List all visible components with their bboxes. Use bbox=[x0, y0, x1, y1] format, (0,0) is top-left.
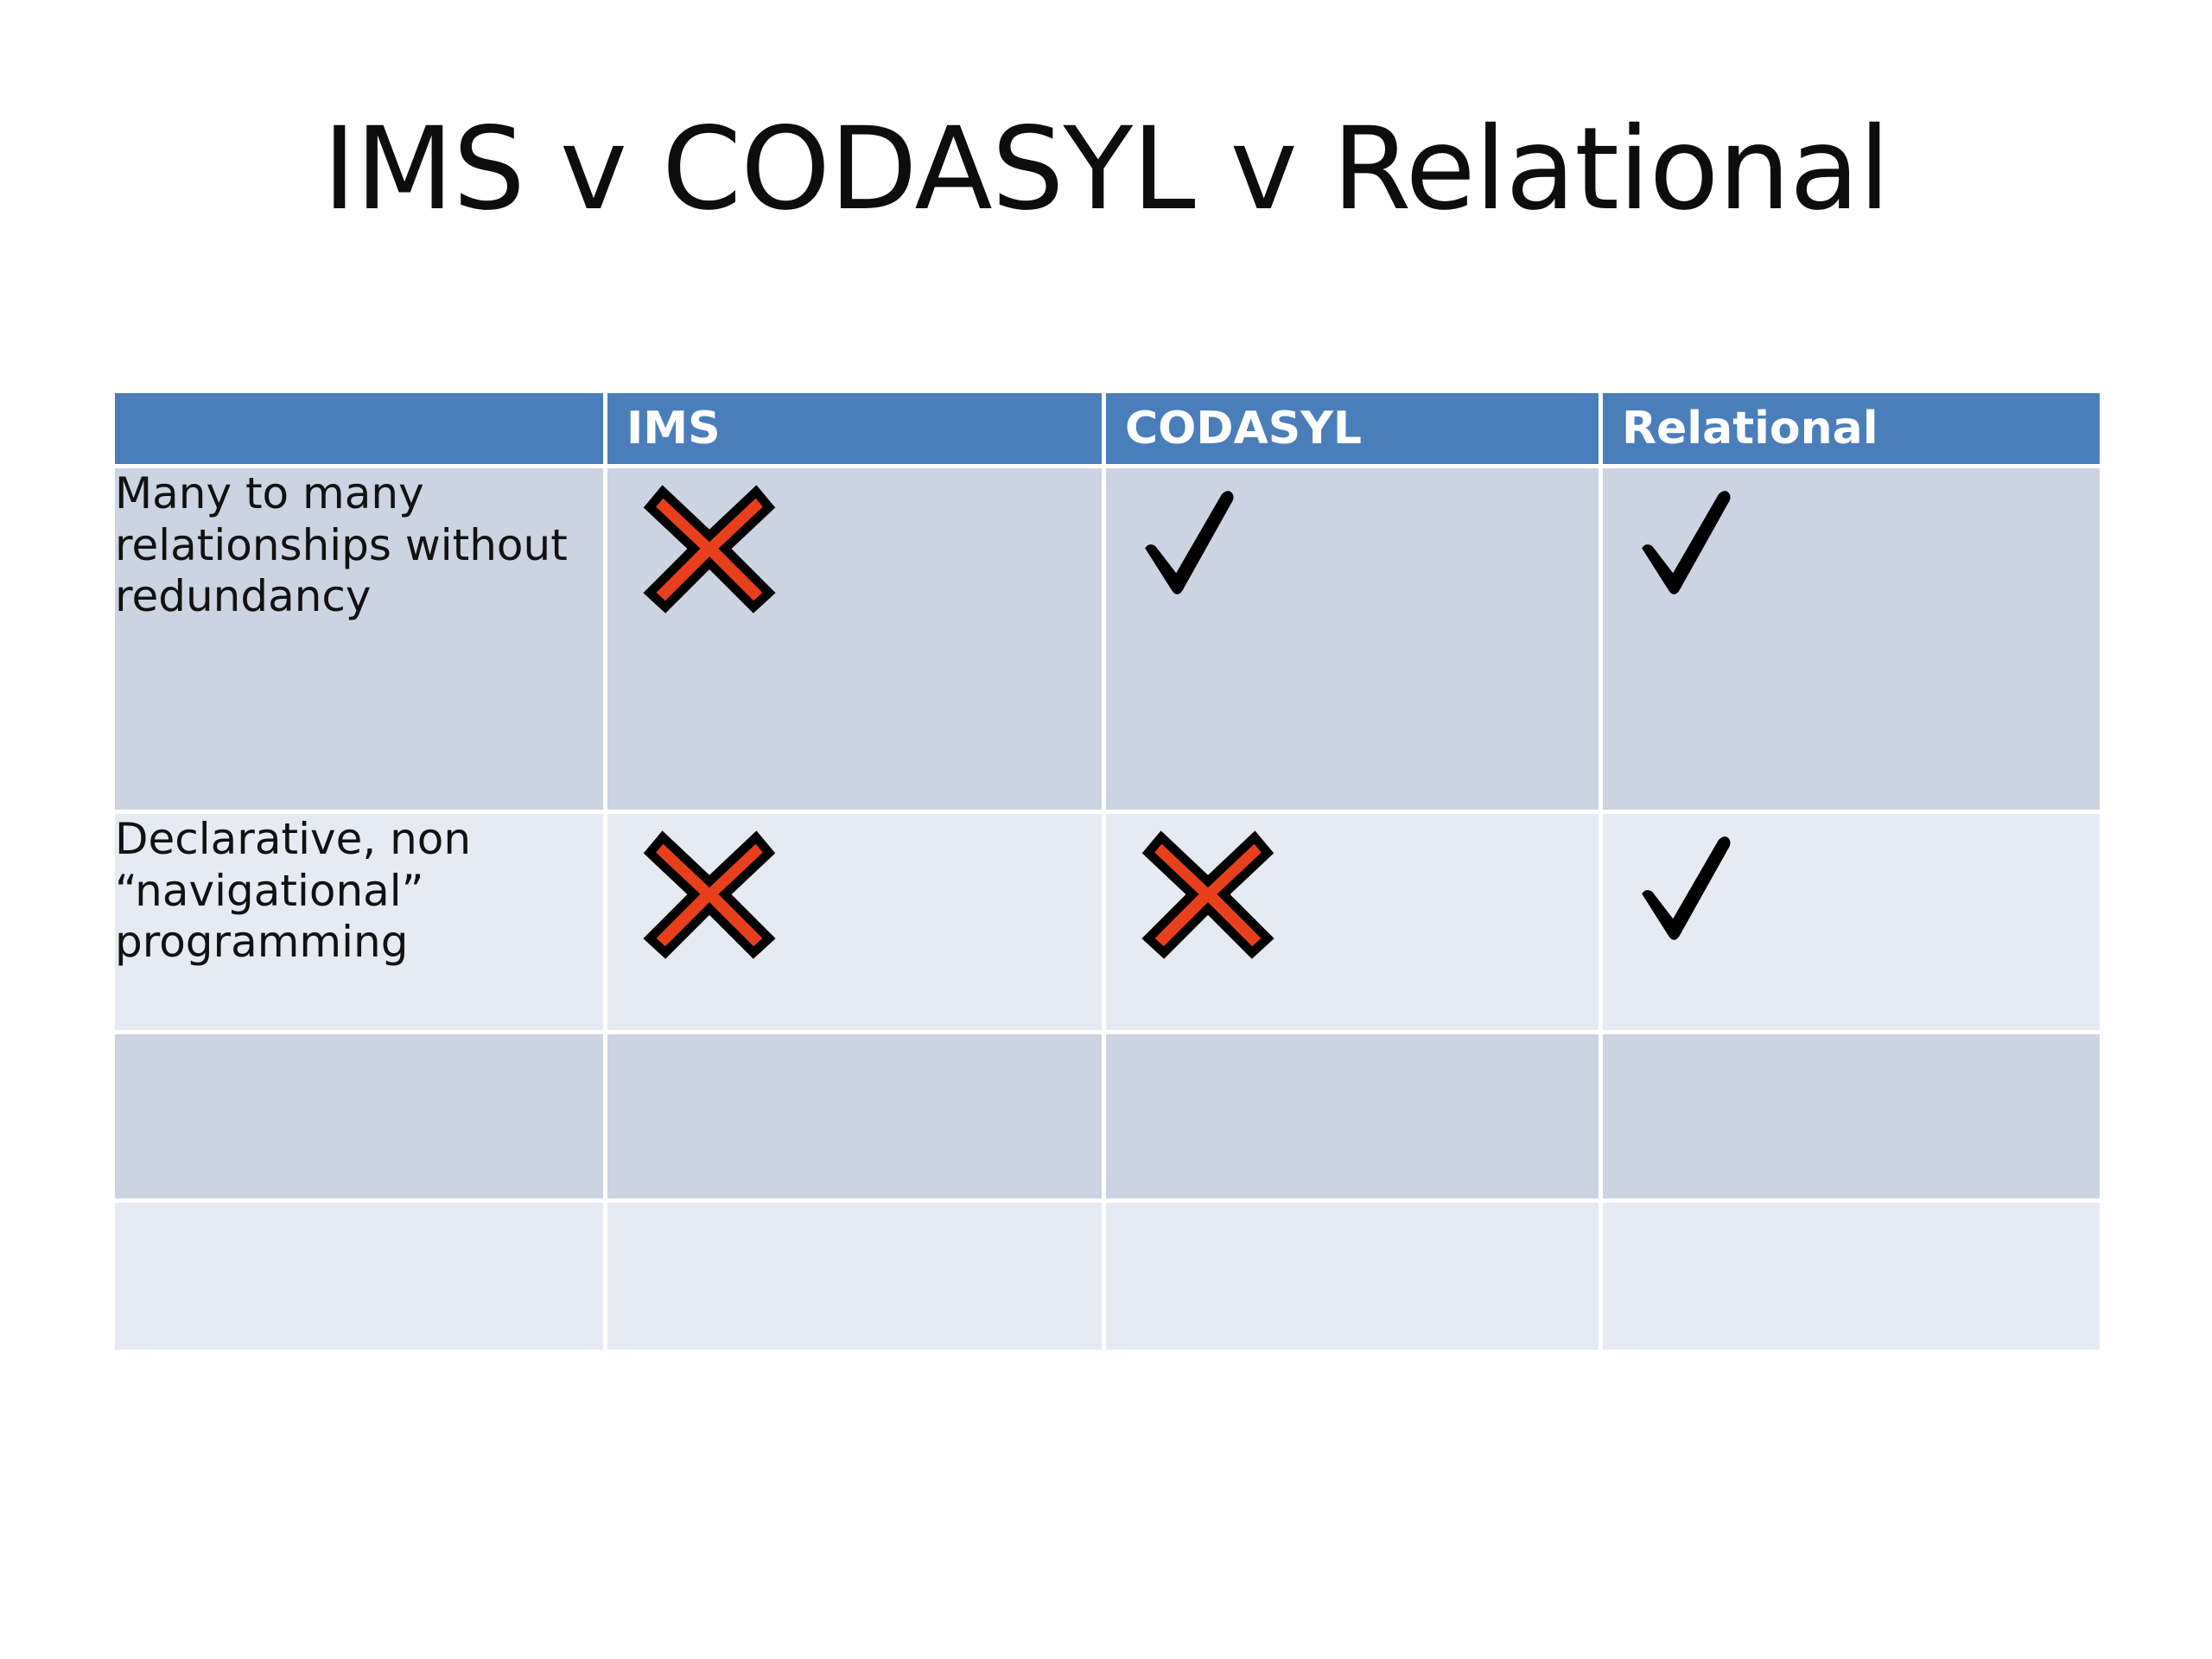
black-check-icon bbox=[1636, 830, 1739, 950]
row-label-many-to-many: Many to many relationships without redun… bbox=[115, 468, 607, 814]
cell-ims-empty-2 bbox=[607, 1203, 1106, 1354]
black-check-icon bbox=[1636, 484, 1739, 605]
cell-codasyl-empty-2 bbox=[1106, 1203, 1603, 1354]
cell-ims-declarative bbox=[607, 814, 1106, 1034]
cell-relational-empty-1 bbox=[1603, 1034, 2100, 1203]
table-row bbox=[115, 1203, 2100, 1354]
cell-codasyl-declarative bbox=[1106, 814, 1603, 1034]
cell-relational-many-to-many bbox=[1603, 468, 2100, 814]
row-label-declarative: Declarative, non “navigational” programm… bbox=[115, 814, 607, 1034]
cell-ims-empty-1 bbox=[607, 1034, 1106, 1203]
column-header-relational: Relational bbox=[1603, 393, 2100, 468]
table-header-row: IMS CODASYL Relational bbox=[115, 393, 2100, 468]
cell-relational-empty-2 bbox=[1603, 1203, 2100, 1354]
red-cross-icon bbox=[640, 484, 779, 613]
table-row: Many to many relationships without redun… bbox=[115, 468, 2100, 814]
cell-codasyl-many-to-many bbox=[1106, 468, 1603, 814]
cell-relational-declarative bbox=[1603, 814, 2100, 1034]
comparison-table: IMS CODASYL Relational Many to many rela… bbox=[115, 393, 2100, 1354]
red-cross-icon bbox=[640, 830, 779, 959]
column-header-codasyl: CODASYL bbox=[1106, 393, 1603, 468]
table-row bbox=[115, 1034, 2100, 1203]
red-cross-icon bbox=[1139, 830, 1277, 959]
column-header-blank bbox=[115, 393, 607, 468]
column-header-ims: IMS bbox=[607, 393, 1106, 468]
cell-codasyl-empty-1 bbox=[1106, 1034, 1603, 1203]
black-check-icon bbox=[1139, 484, 1243, 605]
cell-ims-many-to-many bbox=[607, 468, 1106, 814]
row-label-empty-2 bbox=[115, 1203, 607, 1354]
page-title: IMS v CODASYL v Relational bbox=[322, 103, 1890, 236]
row-label-empty-1 bbox=[115, 1034, 607, 1203]
table-row: Declarative, non “navigational” programm… bbox=[115, 814, 2100, 1034]
table-header: IMS CODASYL Relational bbox=[115, 393, 2100, 468]
table-body: Many to many relationships without redun… bbox=[115, 468, 2100, 1354]
